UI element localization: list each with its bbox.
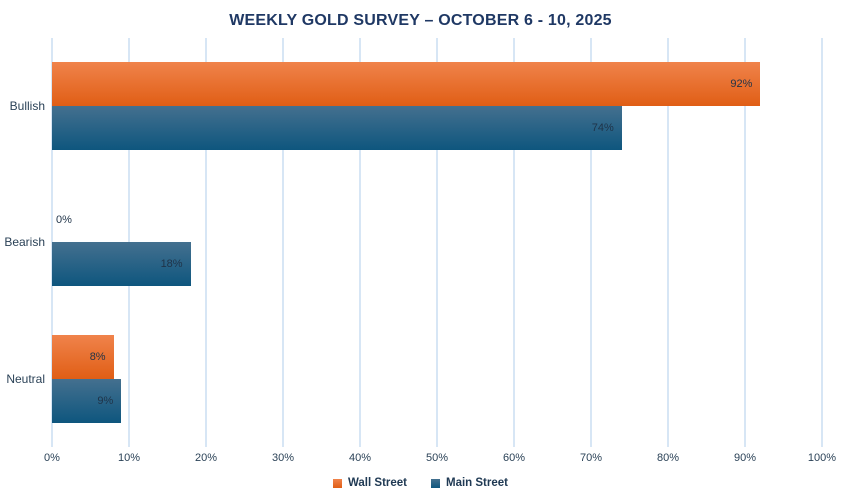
legend-item-wall-street: Wall Street — [332, 477, 407, 489]
x-tick-label: 50% — [425, 452, 449, 464]
bar-main-street-neutral: 9% — [52, 378, 122, 423]
chart-title: WEEKLY GOLD SURVEY – OCTOBER 6 - 10, 202… — [229, 12, 612, 29]
bar-main-street-bearish: 18% — [52, 242, 191, 287]
value-label: 8% — [89, 350, 106, 363]
category-label-bearish: Bearish — [4, 235, 45, 250]
bar-wall-street-bullish: 92% — [52, 62, 761, 107]
gridline — [513, 38, 515, 447]
x-axis-labels: 0% 10% 20% 30% 40% 50% 60% 70% 80% 90% 100% — [44, 452, 836, 468]
value-label: 18% — [160, 258, 183, 271]
x-tick-label: 40% — [348, 452, 372, 464]
x-tick-label: 0% — [44, 452, 60, 464]
value-label: 74% — [591, 122, 614, 135]
gridline — [282, 38, 284, 447]
legend-label: Wall Street — [347, 477, 407, 489]
category-row-bearish: Bearish 0% 18% — [4, 174, 822, 310]
bar-rows: Bullish 92% 74% Bearish 0% 18% Neutral 8% 9% — [4, 38, 822, 447]
category-row-bullish: Bullish 92% 74% — [10, 38, 822, 174]
category-row-neutral: Neutral 8% 9% — [6, 311, 822, 447]
category-label-bullish: Bullish — [9, 99, 45, 114]
x-tick-label: 10% — [117, 452, 141, 464]
value-label: 0% — [56, 214, 72, 227]
bar-main-street-bullish: 74% — [52, 106, 622, 151]
x-tick-label: 100% — [807, 452, 837, 464]
gridline — [667, 38, 669, 447]
bar-wall-street-neutral: 8% — [52, 334, 114, 379]
x-tick-label: 90% — [733, 452, 757, 464]
gridline — [590, 38, 592, 447]
x-tick-label: 70% — [579, 452, 603, 464]
x-tick-label: 60% — [502, 452, 526, 464]
gridline — [821, 38, 823, 447]
x-tick-label: 80% — [656, 452, 680, 464]
x-tick-label: 30% — [271, 452, 295, 464]
legend-item-main-street: Main Street — [431, 477, 508, 489]
gridline — [744, 38, 746, 447]
legend-swatch-icon — [431, 478, 440, 488]
legend: Wall Street Main Street — [0, 477, 841, 489]
x-tick-label: 20% — [194, 452, 218, 464]
category-label-neutral: Neutral — [6, 371, 45, 386]
value-label: 92% — [730, 78, 753, 91]
legend-label: Main Street — [446, 477, 508, 489]
gridline — [205, 38, 207, 447]
gridline — [359, 38, 361, 447]
value-label: 9% — [97, 394, 114, 407]
gridline — [436, 38, 438, 447]
legend-swatch-icon — [332, 478, 342, 488]
plot-area: Bullish 92% 74% Bearish 0% 18% Neutral 8% 9% — [4, 38, 823, 447]
